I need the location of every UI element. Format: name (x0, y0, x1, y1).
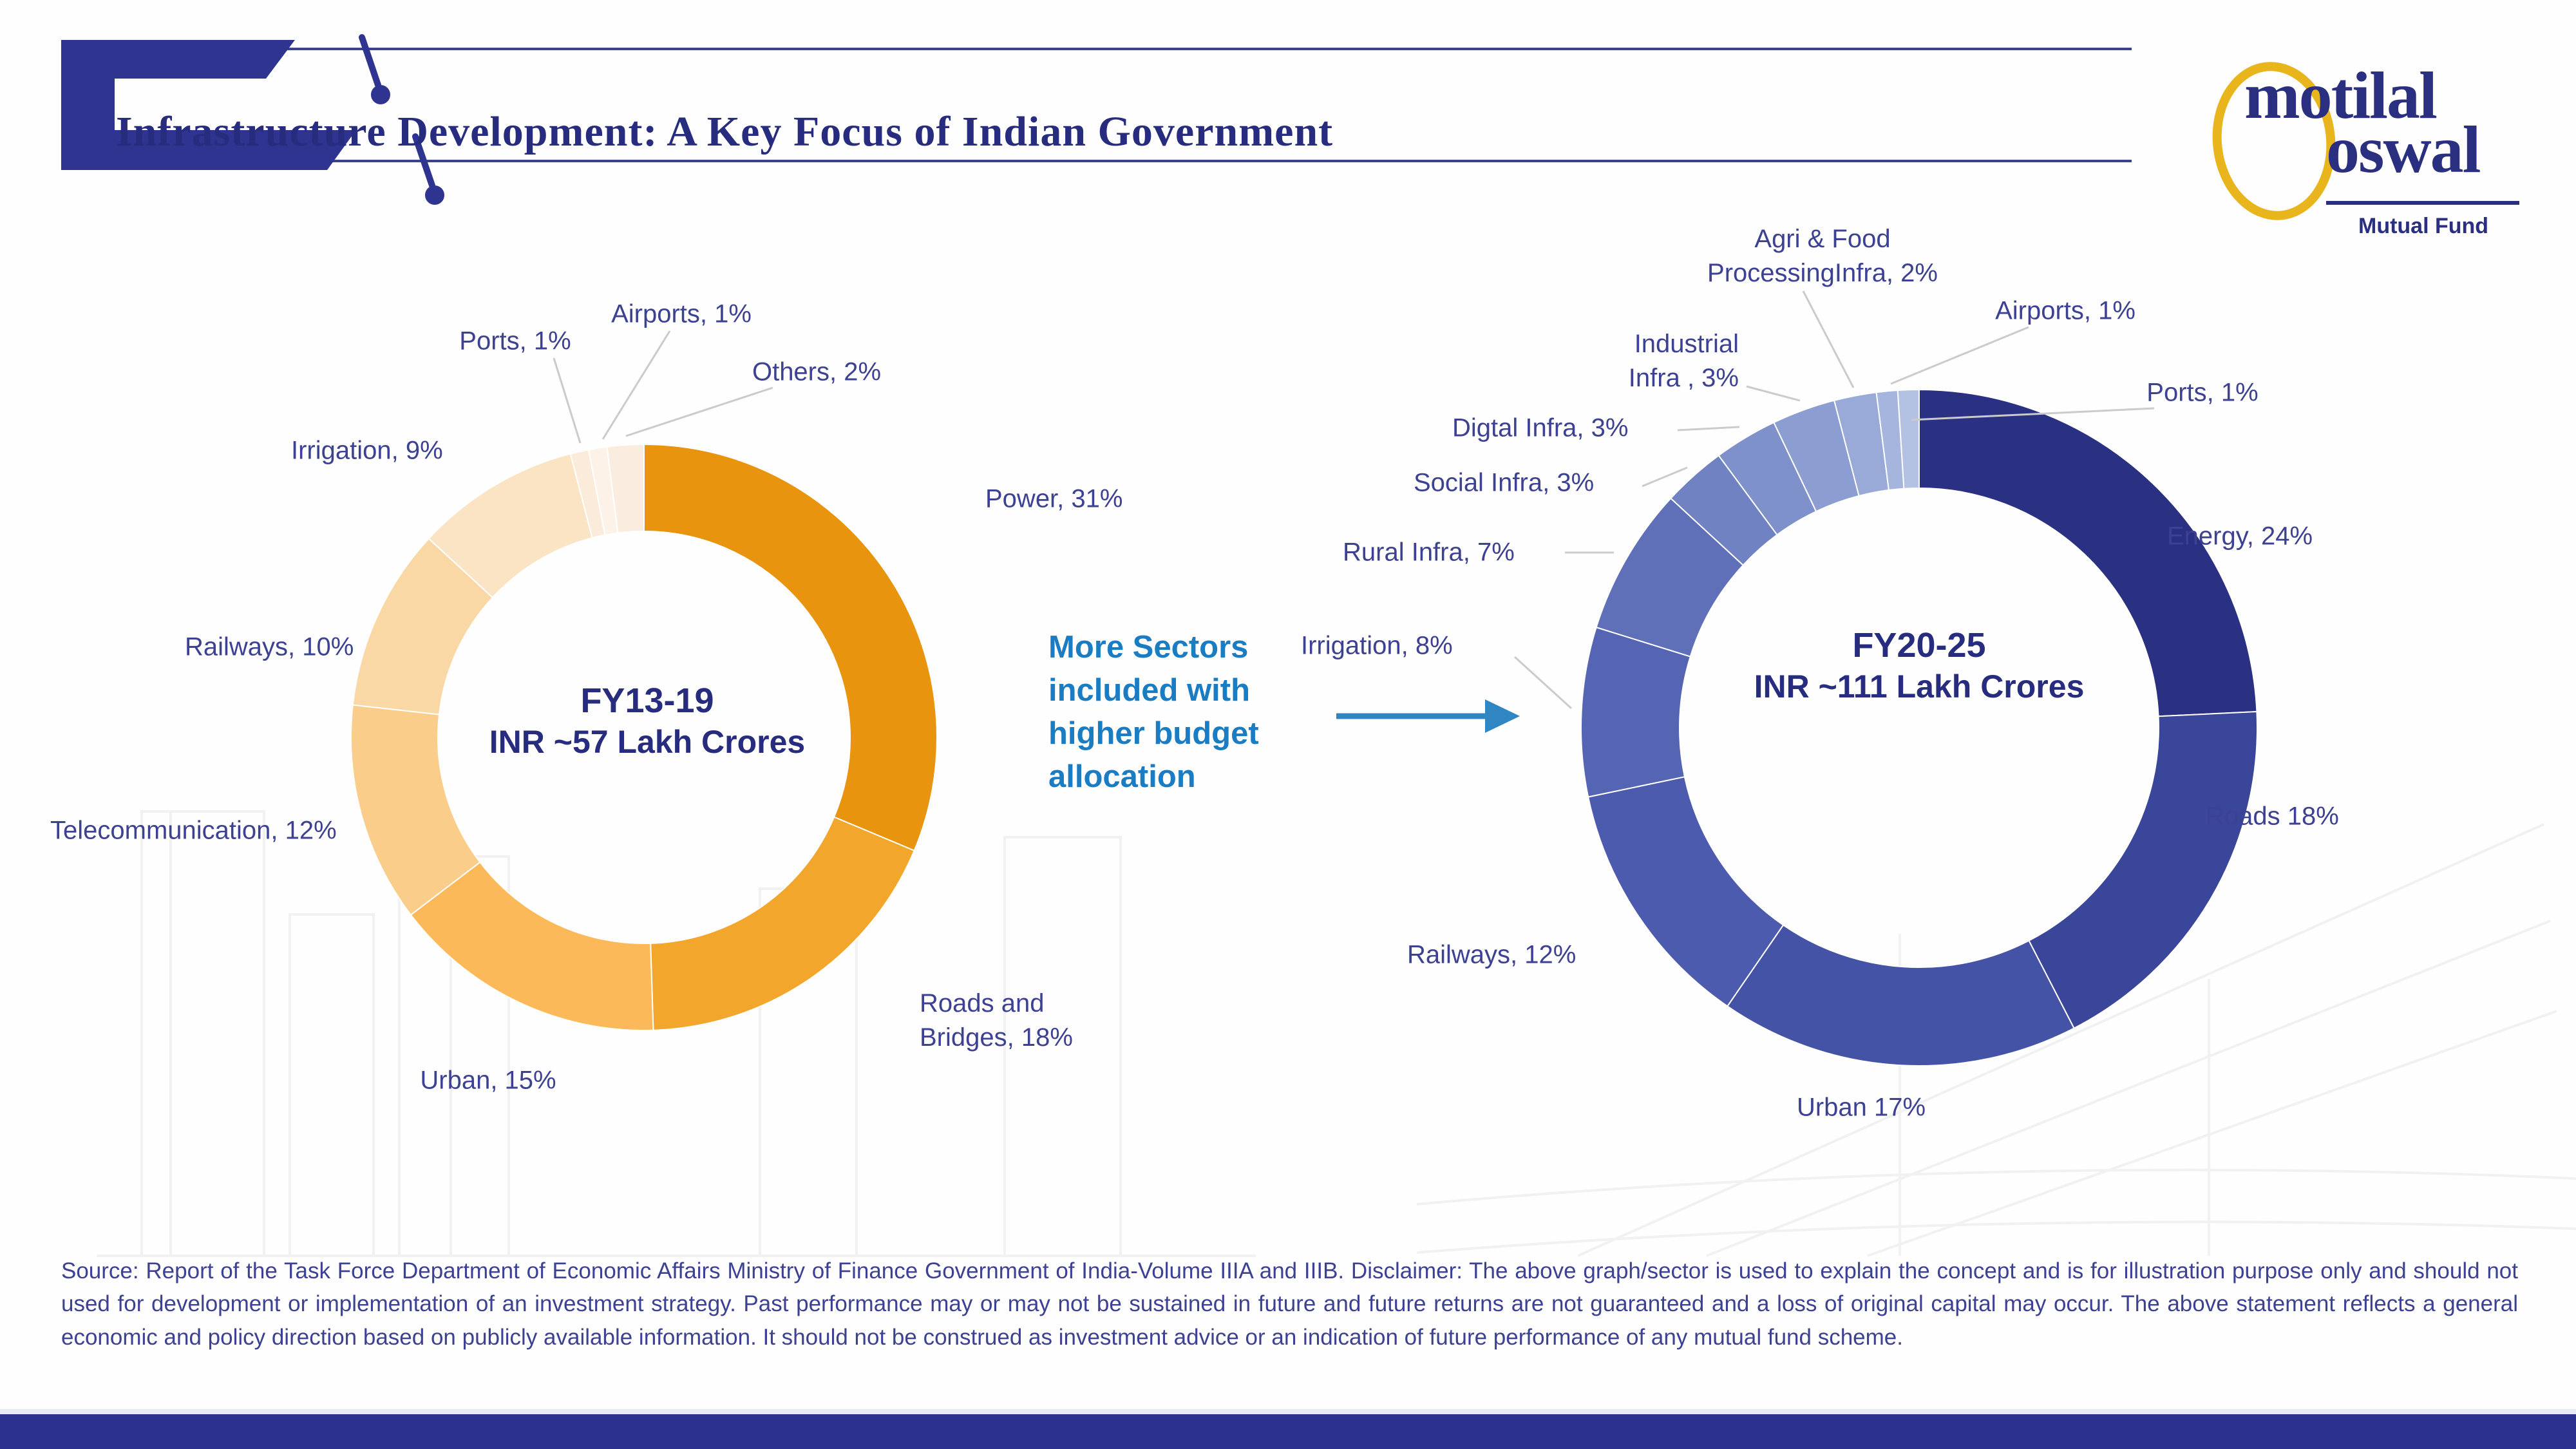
leader-line-industrial-infra (1746, 385, 1801, 402)
leader-line-digital-infra (1677, 426, 1740, 431)
slice-power (643, 443, 938, 852)
slice-roads-and-bridges (650, 816, 915, 1031)
right-chart-amount: INR ~111 Lakh Crores (1754, 668, 2085, 705)
leader-line-social-infra (1642, 466, 1688, 488)
leader-line-irrigation (1513, 656, 1573, 710)
logo-ring-icon (2212, 62, 2336, 220)
leader-line-ports (1911, 407, 2155, 421)
leader-line-others (625, 386, 773, 437)
page-title: Infrastructure Development: A Key Focus … (116, 108, 1334, 156)
leader-line-ports (553, 357, 582, 444)
left-chart-amount: INR ~57 Lakh Crores (489, 724, 806, 760)
right-chart-period: FY20-25 (1852, 626, 1986, 665)
footer-bar (0, 1409, 2576, 1449)
logo-word-motilal: motilal (2244, 59, 2438, 133)
title-banner (193, 48, 2132, 162)
title-bracket-decoration (61, 34, 444, 205)
source-disclaimer: Source: Report of the Task Force Departm… (61, 1258, 2518, 1350)
slice-energy (1918, 388, 2258, 717)
brand-logo: motilal oswal Mutual Fund (2190, 26, 2550, 245)
leader-line-airports (1890, 326, 2029, 385)
arrow-icon (1336, 699, 1520, 733)
callout-text: More Sectors included with higher budget… (1048, 630, 1259, 795)
slice-roads (2028, 710, 2258, 1029)
left-chart-period: FY13-19 (580, 681, 714, 720)
slice-urban (1726, 924, 2075, 1066)
leader-line-agri-food-processing-infra (1802, 290, 1855, 388)
leader-line-airports (601, 330, 671, 440)
slice-irrigation (1580, 626, 1692, 798)
logo-word-oswal: oswal (2326, 113, 2481, 187)
logo-subtitle: Mutual Fund (2358, 214, 2489, 238)
logo-underline (2326, 201, 2519, 205)
slice-ports (1897, 388, 1920, 489)
slice-others (606, 443, 645, 534)
